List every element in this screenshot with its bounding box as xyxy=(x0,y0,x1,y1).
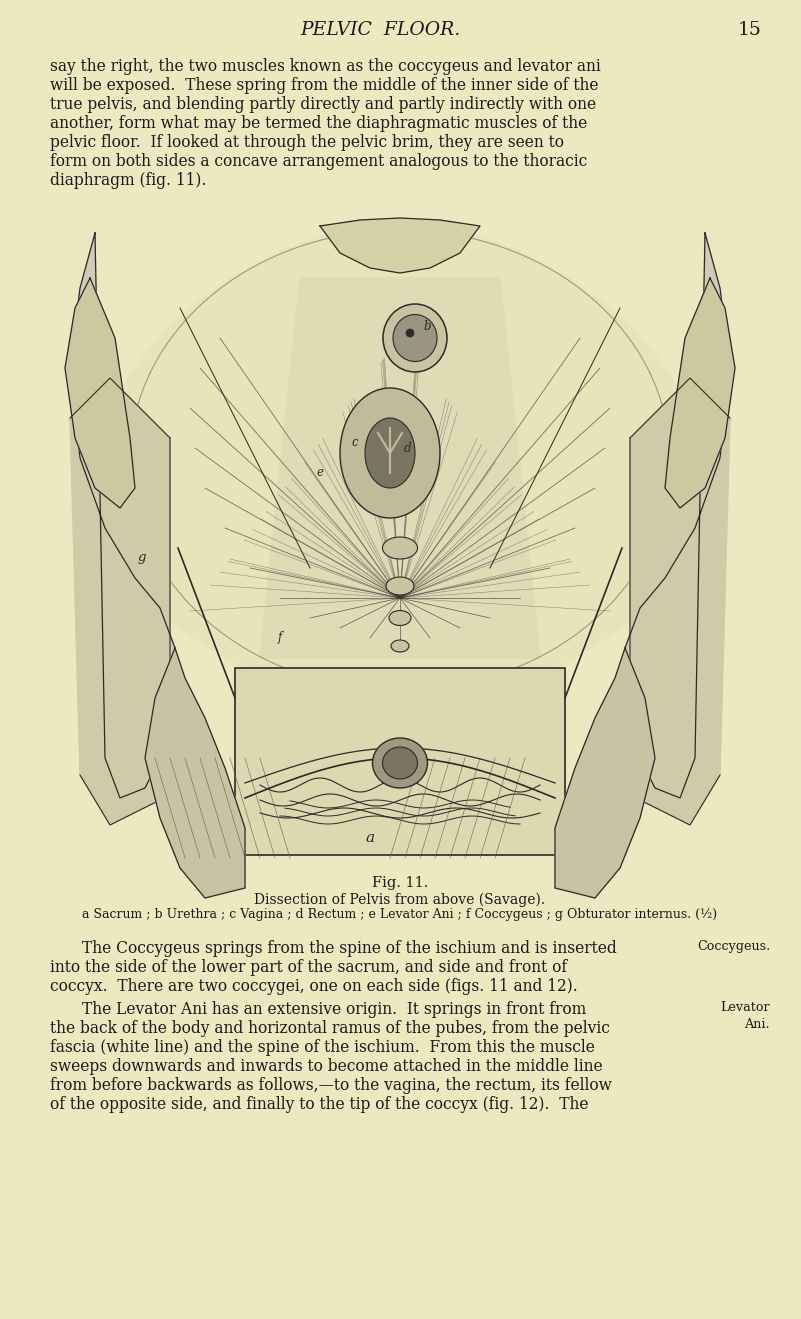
Text: Ani.: Ani. xyxy=(744,1018,770,1031)
Text: Coccygeus.: Coccygeus. xyxy=(697,940,770,954)
Text: fascia (white line) and the spine of the ischium.  From this the muscle: fascia (white line) and the spine of the… xyxy=(50,1039,595,1057)
Text: The Coccygeus springs from the spine of the ischium and is inserted: The Coccygeus springs from the spine of … xyxy=(82,940,617,958)
Ellipse shape xyxy=(340,388,440,518)
Text: will be exposed.  These spring from the middle of the inner side of the: will be exposed. These spring from the m… xyxy=(50,77,598,94)
Text: c: c xyxy=(352,437,358,450)
Polygon shape xyxy=(665,278,735,508)
Text: d: d xyxy=(405,442,412,455)
Polygon shape xyxy=(630,379,730,824)
Polygon shape xyxy=(625,233,730,798)
Text: 15: 15 xyxy=(739,21,762,40)
Text: of the opposite side, and finally to the tip of the coccyx (fig. 12).  The: of the opposite side, and finally to the… xyxy=(50,1096,589,1113)
FancyBboxPatch shape xyxy=(235,667,565,855)
Text: a Sacrum ; b Urethra ; c Vagina ; d Rectum ; e Levator Ani ; f Coccygeus ; g Obt: a Sacrum ; b Urethra ; c Vagina ; d Rect… xyxy=(83,907,718,921)
Text: true pelvis, and blending partly directly and partly indirectly with one: true pelvis, and blending partly directl… xyxy=(50,96,596,113)
Ellipse shape xyxy=(372,739,428,787)
Ellipse shape xyxy=(393,314,437,361)
Ellipse shape xyxy=(383,303,447,372)
Text: diaphragm (fig. 11).: diaphragm (fig. 11). xyxy=(50,171,207,189)
Polygon shape xyxy=(320,218,480,273)
Text: form on both sides a concave arrangement analogous to the thoracic: form on both sides a concave arrangement… xyxy=(50,153,587,170)
Text: Dissection of Pelvis from above (Savage).: Dissection of Pelvis from above (Savage)… xyxy=(255,893,545,907)
Text: e: e xyxy=(316,467,324,480)
Ellipse shape xyxy=(389,611,411,625)
Text: from before backwards as follows,—to the vagina, the rectum, its fellow: from before backwards as follows,—to the… xyxy=(50,1078,612,1093)
Text: Fig. 11.: Fig. 11. xyxy=(372,876,429,890)
Polygon shape xyxy=(70,379,170,824)
Ellipse shape xyxy=(383,537,417,559)
Polygon shape xyxy=(260,278,540,658)
Text: into the side of the lower part of the sacrum, and side and front of: into the side of the lower part of the s… xyxy=(50,959,567,976)
Text: The Levator Ani has an extensive origin.  It springs in front from: The Levator Ani has an extensive origin.… xyxy=(82,1001,586,1018)
Text: coccyx.  There are two coccygei, one on each side (figs. 11 and 12).: coccyx. There are two coccygei, one on e… xyxy=(50,977,578,995)
Ellipse shape xyxy=(365,418,415,488)
Text: the back of the body and horizontal ramus of the pubes, from the pelvic: the back of the body and horizontal ramu… xyxy=(50,1020,610,1037)
Polygon shape xyxy=(65,278,135,508)
Ellipse shape xyxy=(406,328,414,336)
Polygon shape xyxy=(70,233,175,798)
Polygon shape xyxy=(95,226,705,706)
Text: a: a xyxy=(365,831,375,845)
Text: PELVIC  FLOOR.: PELVIC FLOOR. xyxy=(300,21,460,40)
Text: pelvic floor.  If looked at through the pelvic brim, they are seen to: pelvic floor. If looked at through the p… xyxy=(50,135,564,150)
Text: say the right, the two muscles known as the coccygeus and levator ani: say the right, the two muscles known as … xyxy=(50,58,601,75)
Text: g: g xyxy=(138,551,147,565)
Ellipse shape xyxy=(386,576,414,595)
Text: Levator: Levator xyxy=(720,1001,770,1014)
Text: b: b xyxy=(423,319,431,332)
Ellipse shape xyxy=(391,640,409,652)
Polygon shape xyxy=(145,648,245,898)
Text: f: f xyxy=(278,632,282,645)
Text: sweeps downwards and inwards to become attached in the middle line: sweeps downwards and inwards to become a… xyxy=(50,1058,602,1075)
Text: another, form what may be termed the diaphragmatic muscles of the: another, form what may be termed the dia… xyxy=(50,115,587,132)
Polygon shape xyxy=(555,648,655,898)
Ellipse shape xyxy=(383,747,417,780)
